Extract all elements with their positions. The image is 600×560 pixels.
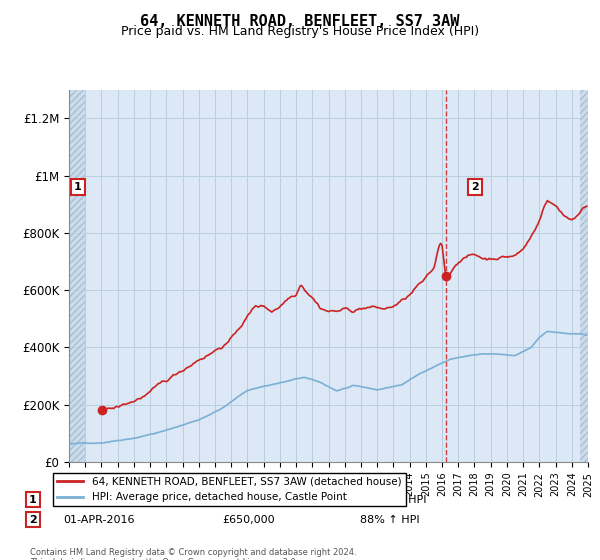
Legend: 64, KENNETH ROAD, BENFLEET, SS7 3AW (detached house), HPI: Average price, detach: 64, KENNETH ROAD, BENFLEET, SS7 3AW (det…: [53, 473, 406, 506]
Text: 1: 1: [74, 182, 82, 192]
Text: 2: 2: [29, 515, 37, 525]
Text: £650,000: £650,000: [222, 515, 275, 525]
Text: 126% ↑ HPI: 126% ↑ HPI: [360, 494, 427, 505]
Text: 1: 1: [29, 494, 37, 505]
Text: Price paid vs. HM Land Registry's House Price Index (HPI): Price paid vs. HM Land Registry's House …: [121, 25, 479, 38]
Text: £180,000: £180,000: [222, 494, 275, 505]
Text: 64, KENNETH ROAD, BENFLEET, SS7 3AW: 64, KENNETH ROAD, BENFLEET, SS7 3AW: [140, 14, 460, 29]
Text: 20-JAN-1995: 20-JAN-1995: [63, 494, 133, 505]
Text: 88% ↑ HPI: 88% ↑ HPI: [360, 515, 419, 525]
Text: 01-APR-2016: 01-APR-2016: [63, 515, 134, 525]
Bar: [580, 90, 588, 462]
Text: 2: 2: [471, 182, 479, 192]
Bar: [69, 90, 85, 462]
Text: Contains HM Land Registry data © Crown copyright and database right 2024.
This d: Contains HM Land Registry data © Crown c…: [30, 548, 356, 560]
